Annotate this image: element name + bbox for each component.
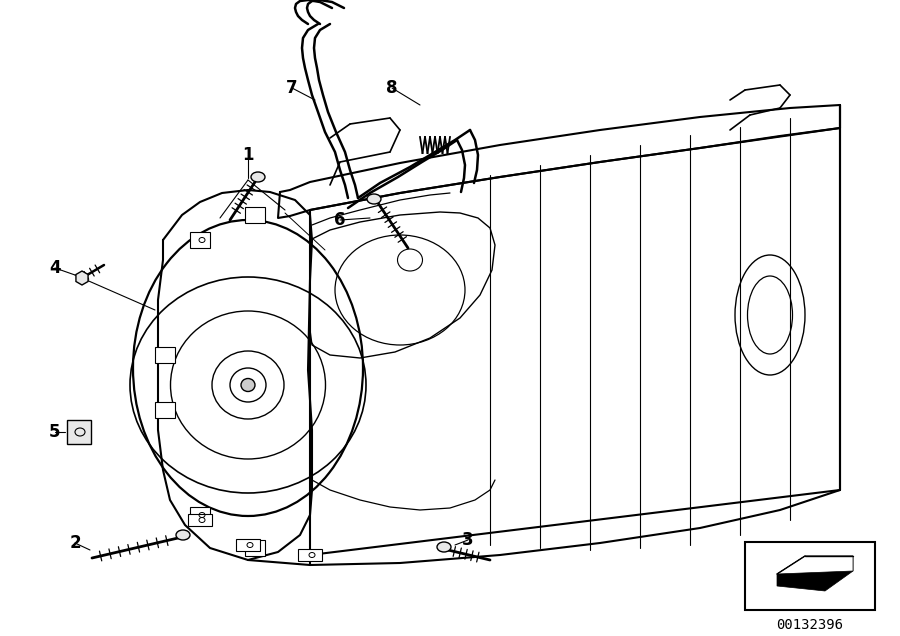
- Ellipse shape: [176, 530, 190, 540]
- Text: 00132396: 00132396: [777, 618, 843, 632]
- Text: 8: 8: [386, 79, 398, 97]
- Bar: [245, 540, 265, 556]
- Polygon shape: [777, 556, 853, 574]
- Bar: [298, 549, 322, 561]
- Bar: [245, 207, 265, 223]
- Bar: [190, 507, 210, 523]
- Bar: [236, 539, 260, 551]
- Bar: [67, 420, 91, 444]
- Bar: [190, 232, 210, 248]
- Text: 2: 2: [69, 534, 81, 552]
- Text: 1: 1: [242, 146, 254, 164]
- Ellipse shape: [367, 194, 381, 204]
- Text: 4: 4: [50, 259, 61, 277]
- Bar: [155, 402, 175, 418]
- Bar: [188, 514, 212, 526]
- Polygon shape: [777, 556, 853, 591]
- Bar: [745, 542, 875, 610]
- Polygon shape: [76, 271, 88, 285]
- Ellipse shape: [251, 172, 265, 182]
- Text: 3: 3: [463, 531, 473, 549]
- Text: 6: 6: [334, 211, 346, 229]
- Ellipse shape: [241, 378, 255, 392]
- Text: 5: 5: [50, 423, 61, 441]
- Ellipse shape: [437, 542, 451, 552]
- Bar: [155, 347, 175, 363]
- Text: 7: 7: [286, 79, 298, 97]
